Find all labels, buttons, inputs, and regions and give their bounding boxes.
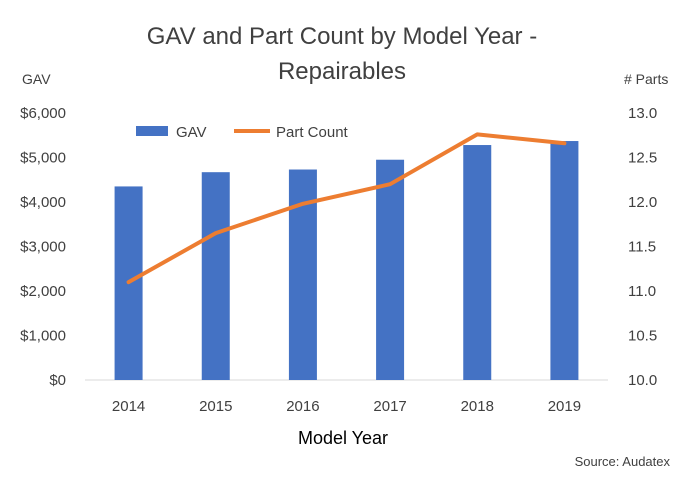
x-tick-label: 2014 xyxy=(112,398,145,415)
y-tick-label: $5,000 xyxy=(20,150,66,167)
y-tick-label: $1,000 xyxy=(20,328,66,345)
legend: GAV Part Count xyxy=(136,124,349,141)
bar-gav-2017 xyxy=(376,159,405,380)
x-axis-title: Model Year xyxy=(298,428,388,448)
legend-label-part-count: Part Count xyxy=(276,124,349,141)
x-tick-label: 2017 xyxy=(373,398,406,415)
bar-gav-2018 xyxy=(463,145,492,380)
y2-tick-label: 11.0 xyxy=(628,283,656,300)
chart-title-line-1: GAV and Part Count by Model Year - xyxy=(147,23,537,50)
source-note: Source: Audatex xyxy=(575,454,671,469)
y-axis-title: GAV xyxy=(22,71,51,87)
chart-title-line-2: Repairables xyxy=(278,58,406,85)
legend-label-gav: GAV xyxy=(176,124,207,141)
y2-tick-label: 11.5 xyxy=(628,239,656,256)
bar-gav-2019 xyxy=(550,141,579,380)
y-tick-label: $2,000 xyxy=(20,283,66,300)
y2-tick-label: 12.5 xyxy=(628,150,657,167)
x-tick-label: 2018 xyxy=(461,398,494,415)
x-axis-ticks: 2014 2015 2016 2017 2018 2019 xyxy=(112,398,581,415)
line-part-count xyxy=(126,132,567,285)
y-tick-label: $6,000 xyxy=(20,105,66,122)
bar-gav-2015 xyxy=(201,172,230,380)
y-tick-label: $0 xyxy=(49,372,66,389)
x-tick-label: 2019 xyxy=(548,398,581,415)
line-series xyxy=(126,132,567,285)
legend-swatch-gav xyxy=(136,126,168,136)
x-tick-label: 2016 xyxy=(286,398,319,415)
y2-tick-label: 13.0 xyxy=(628,105,657,122)
y2-axis-ticks: 10.0 10.5 11.0 11.5 12.0 12.5 13.0 xyxy=(628,105,657,389)
y2-tick-label: 12.0 xyxy=(628,194,657,211)
x-tick-label: 2015 xyxy=(199,398,232,415)
y-tick-label: $3,000 xyxy=(20,239,66,256)
y2-axis-title: # Parts xyxy=(624,71,668,87)
y-tick-label: $4,000 xyxy=(20,194,66,211)
bar-series xyxy=(114,141,579,380)
y2-tick-label: 10.5 xyxy=(628,328,657,345)
y-axis-ticks: $0 $1,000 $2,000 $3,000 $4,000 $5,000 $6,000 xyxy=(20,105,66,389)
y2-tick-label: 10.0 xyxy=(628,372,657,389)
